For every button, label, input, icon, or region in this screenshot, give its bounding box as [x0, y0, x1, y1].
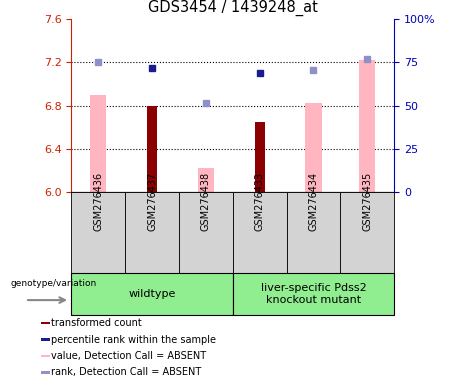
Text: percentile rank within the sample: percentile rank within the sample	[51, 334, 216, 344]
Bar	[255, 122, 265, 192]
Text: genotype/variation: genotype/variation	[11, 279, 97, 288]
Text: GSM276435: GSM276435	[362, 172, 372, 231]
Text: wildtype: wildtype	[129, 289, 176, 299]
Bar	[90, 95, 106, 192]
Bar	[41, 355, 50, 357]
Bar	[148, 106, 157, 192]
Bar	[198, 168, 214, 192]
Text: GSM276433: GSM276433	[254, 172, 265, 231]
Bar	[41, 371, 50, 374]
Bar	[71, 192, 125, 273]
Bar	[41, 322, 50, 324]
Bar	[233, 273, 394, 315]
Bar	[71, 273, 233, 315]
Bar	[359, 60, 375, 192]
Text: liver-specific Pdss2
knockout mutant: liver-specific Pdss2 knockout mutant	[260, 283, 366, 305]
Title: GDS3454 / 1439248_at: GDS3454 / 1439248_at	[148, 0, 318, 17]
Bar	[41, 338, 50, 341]
Bar	[340, 192, 394, 273]
Text: transformed count: transformed count	[51, 318, 142, 328]
Text: GSM276438: GSM276438	[201, 172, 211, 231]
Bar	[305, 103, 321, 192]
Bar	[233, 192, 287, 273]
Text: value, Detection Call = ABSENT: value, Detection Call = ABSENT	[51, 351, 207, 361]
Text: GSM276437: GSM276437	[147, 172, 157, 231]
Text: rank, Detection Call = ABSENT: rank, Detection Call = ABSENT	[51, 367, 201, 377]
Text: GSM276434: GSM276434	[308, 172, 319, 231]
Bar	[125, 192, 179, 273]
Bar	[287, 192, 340, 273]
Bar	[179, 192, 233, 273]
Text: GSM276436: GSM276436	[93, 172, 103, 231]
